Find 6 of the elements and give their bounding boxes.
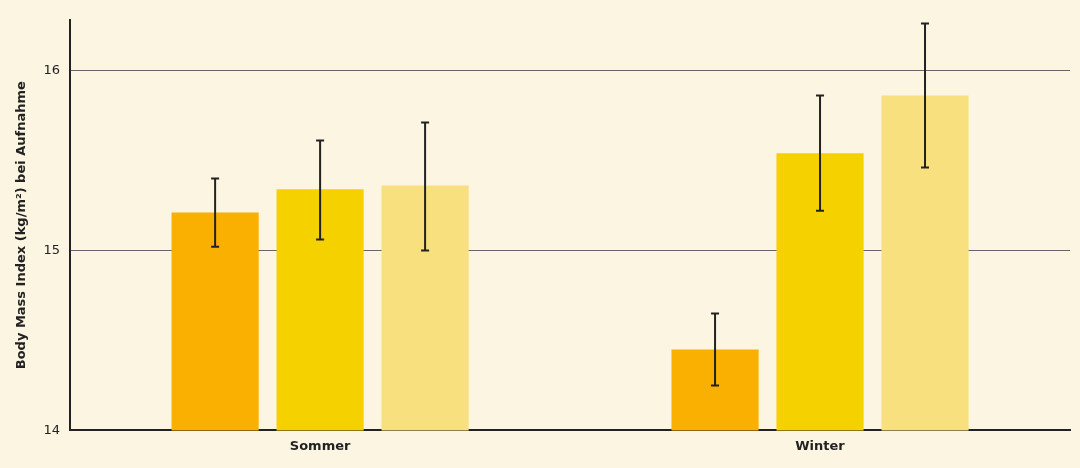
x-tick-label: Sommer [289,437,351,453]
y-tick-label: 15 [43,241,61,257]
x-tick-label: Winter [795,437,846,453]
y-tick-label: 14 [43,421,61,437]
y-axis-title: Body Mass Index (kg/m²) bei Aufnahme [13,81,29,370]
y-tick-label: 16 [43,61,61,77]
